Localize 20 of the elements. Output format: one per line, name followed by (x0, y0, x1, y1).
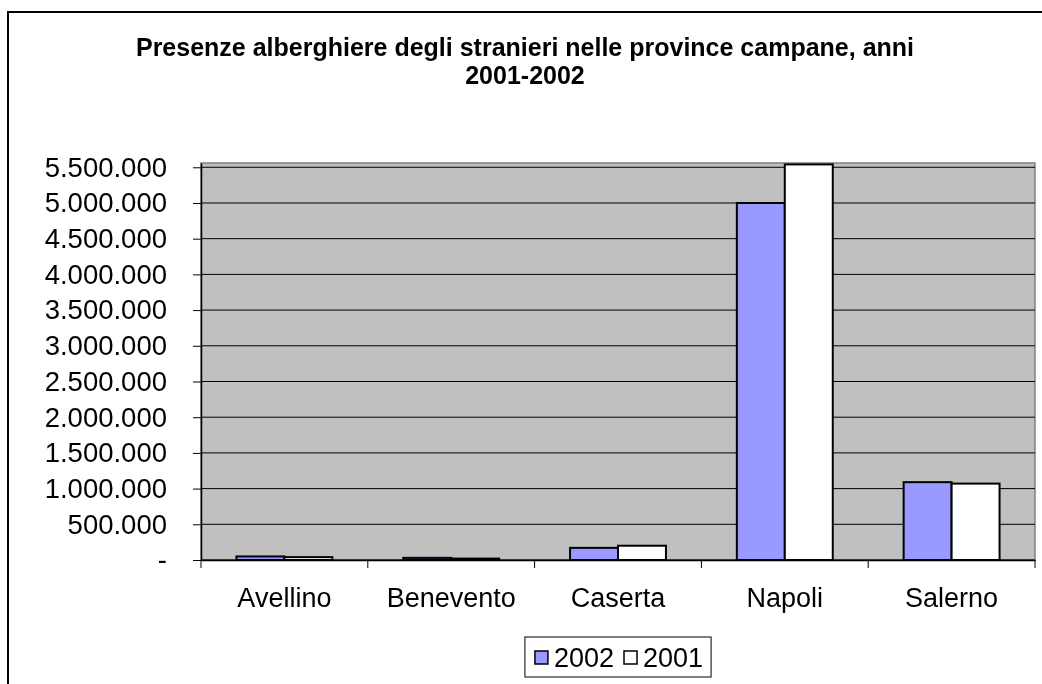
y-tick-label: 5.500.000 (44, 151, 167, 183)
y-tick-label: 500.000 (67, 508, 167, 540)
y-tick-label: 3.000.000 (44, 330, 167, 362)
legend-label: 2001 (643, 643, 704, 673)
y-tick-label: 1.000.000 (44, 472, 167, 504)
x-tick-label: Avellino (237, 583, 332, 614)
chart-title: Presenze alberghiere degli stranieri nelle province campane, anni 2001-2002 (135, 33, 915, 89)
y-tick-label: 2.500.000 (44, 365, 167, 397)
y-tick-label: 3.500.000 (44, 294, 167, 326)
y-tick-label: 2.000.000 (44, 401, 167, 433)
legend-label: 2002 (553, 643, 614, 673)
y-tick-label: - (157, 544, 167, 576)
x-tick-label: Benevento (386, 583, 516, 614)
x-tick-label: Caserta (570, 583, 667, 614)
y-tick-label: 5.000.000 (44, 187, 167, 219)
y-tick-label: 1.500.000 (44, 437, 167, 469)
y-tick-label: 4.500.000 (44, 222, 167, 254)
x-tick-label: Napoli (746, 583, 824, 614)
y-tick-label: 4.000.000 (44, 258, 167, 290)
x-tick-label: Salerno (905, 583, 999, 614)
